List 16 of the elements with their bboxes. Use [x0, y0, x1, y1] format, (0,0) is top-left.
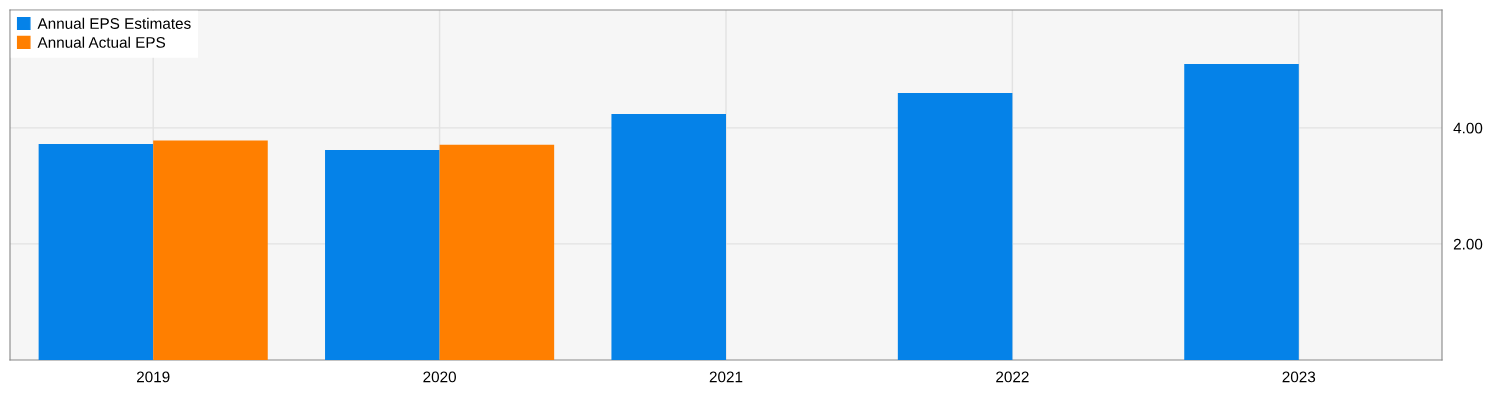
y-tick-label: 2.00 — [1453, 238, 1483, 250]
bar — [897, 93, 1013, 360]
x-tick-label: 2021 — [709, 371, 743, 383]
x-tick-label: 2023 — [1282, 371, 1316, 383]
bar — [325, 149, 440, 360]
x-tick-label: 2020 — [423, 371, 456, 383]
legend-label: Annual EPS Estimates — [37, 17, 191, 29]
bar — [1184, 63, 1299, 360]
x-tick-label: 2022 — [996, 371, 1029, 383]
bar — [611, 113, 726, 360]
legend-label: Annual Actual EPS — [37, 36, 166, 48]
bar — [439, 144, 555, 360]
y-tick-label: 4.00 — [1453, 122, 1483, 134]
x-tick-label: 2019 — [136, 371, 170, 383]
bar — [153, 140, 268, 360]
bar — [38, 144, 154, 360]
